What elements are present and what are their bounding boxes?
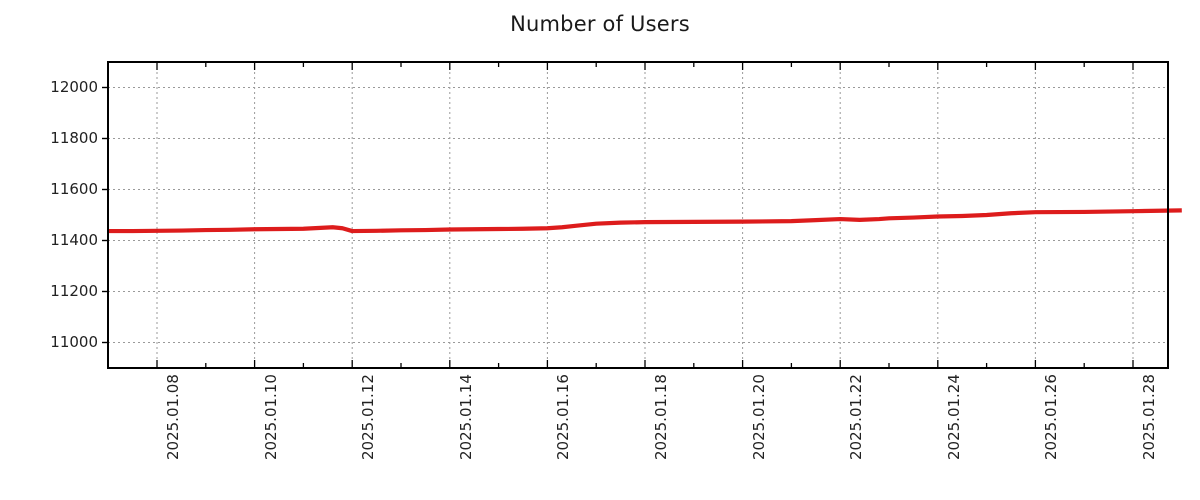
y-axis-tick-label: 11400 <box>50 230 98 249</box>
x-axis-tick-label: 2025.01.28 <box>1140 374 1158 460</box>
x-axis-tick-label: 2025.01.10 <box>261 374 280 460</box>
x-axis-tick-label: 2025.01.20 <box>749 374 768 460</box>
y-axis-tick-label: 11800 <box>50 128 98 147</box>
y-axis-tick-label: 11200 <box>50 281 98 300</box>
x-axis-tick-label: 2025.01.12 <box>359 374 378 460</box>
y-axis-tick-label: 11600 <box>50 179 98 198</box>
x-axis-tick-label: 2025.01.08 <box>164 374 182 460</box>
x-axis-tick-label: 2025.01.24 <box>944 374 963 460</box>
chart-title: Number of Users <box>510 12 690 36</box>
y-axis-tick-label: 12000 <box>50 77 98 96</box>
x-axis-tick-label: 2025.01.18 <box>652 374 670 460</box>
x-axis-tick-label: 2025.01.22 <box>847 374 866 460</box>
y-axis-tick-label: 11000 <box>50 332 98 351</box>
series-line-0 <box>108 208 1182 234</box>
x-axis-tick-label: 2025.01.14 <box>456 374 475 460</box>
x-axis-tick-label: 2025.01.16 <box>554 374 573 460</box>
x-axis-tick-label: 2025.01.26 <box>1042 374 1061 460</box>
axis-frame <box>107 61 1169 369</box>
